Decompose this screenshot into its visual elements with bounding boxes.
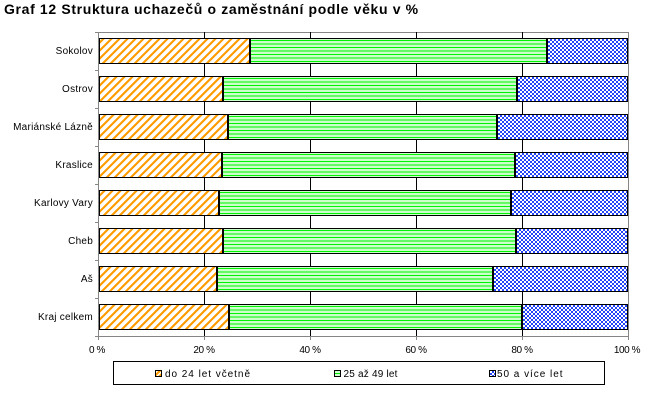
svg-text:Sokolov: Sokolov [56,46,93,57]
svg-text:do 24 let včetně: do 24 let včetně [165,369,251,380]
svg-text:50 a více let: 50 a více let [497,369,564,380]
svg-text:Cheb: Cheb [68,236,93,247]
svg-text:80 %: 80 % [511,345,533,356]
svg-text:0 %: 0 % [89,345,106,356]
svg-text:60 %: 60 % [405,345,427,356]
svg-text:Aš: Aš [81,274,93,285]
svg-text:Mariánské Lázně: Mariánské Lázně [13,122,93,133]
svg-text:Kraslice: Kraslice [55,160,93,171]
svg-text:100 %: 100 % [614,345,641,356]
svg-text:Graf 12 Struktura uchazečů o z: Graf 12 Struktura uchazečů o zaměstnání … [4,1,419,17]
svg-text:Ostrov: Ostrov [62,84,93,95]
svg-text:40 %: 40 % [299,345,321,356]
svg-text:Kraj celkem: Kraj celkem [38,312,93,323]
svg-text:Karlovy Vary: Karlovy Vary [34,198,93,209]
svg-text:25 až 49 let: 25 až 49 let [344,369,398,380]
svg-text:20 %: 20 % [193,345,215,356]
